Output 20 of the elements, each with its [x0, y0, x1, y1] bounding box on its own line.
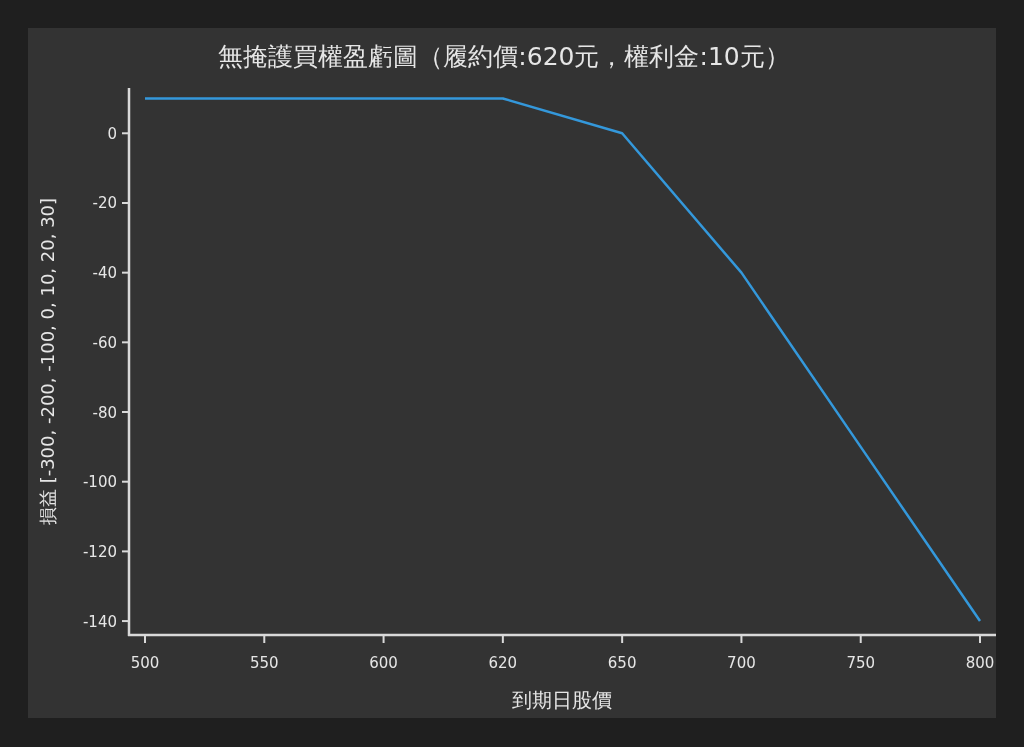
x-tick-label: 500 [130, 654, 160, 672]
y-tick-label: -60 [92, 333, 117, 352]
x-tick-label: 650 [607, 654, 637, 672]
x-tick-label: 750 [846, 654, 876, 672]
x-tick-label: 800 [965, 654, 995, 672]
x-axis-title: 到期日股價 [512, 688, 612, 712]
y-tick-label: -80 [92, 403, 117, 422]
chart-title: 無掩護買權盈虧圖（履約價:620元，權利金:10元） [218, 42, 790, 71]
y-tick-label: -40 [92, 264, 117, 283]
x-tick-label: 700 [727, 654, 756, 672]
line-series [143, 97, 982, 623]
y-axis-title: 損益 [-300, -200, -100, 0, 10, 20, 30] [37, 197, 58, 526]
x-tick-label: 600 [369, 654, 398, 672]
x-tick-label: 550 [249, 654, 279, 672]
x-tick-label: 620 [488, 654, 518, 672]
y-tick-label: -100 [82, 473, 117, 492]
y-tick-label: -140 [82, 612, 117, 631]
y-tick-label: -120 [82, 542, 117, 561]
y-tick-label: 0 [107, 124, 117, 143]
y-tick-label: -20 [92, 194, 117, 213]
